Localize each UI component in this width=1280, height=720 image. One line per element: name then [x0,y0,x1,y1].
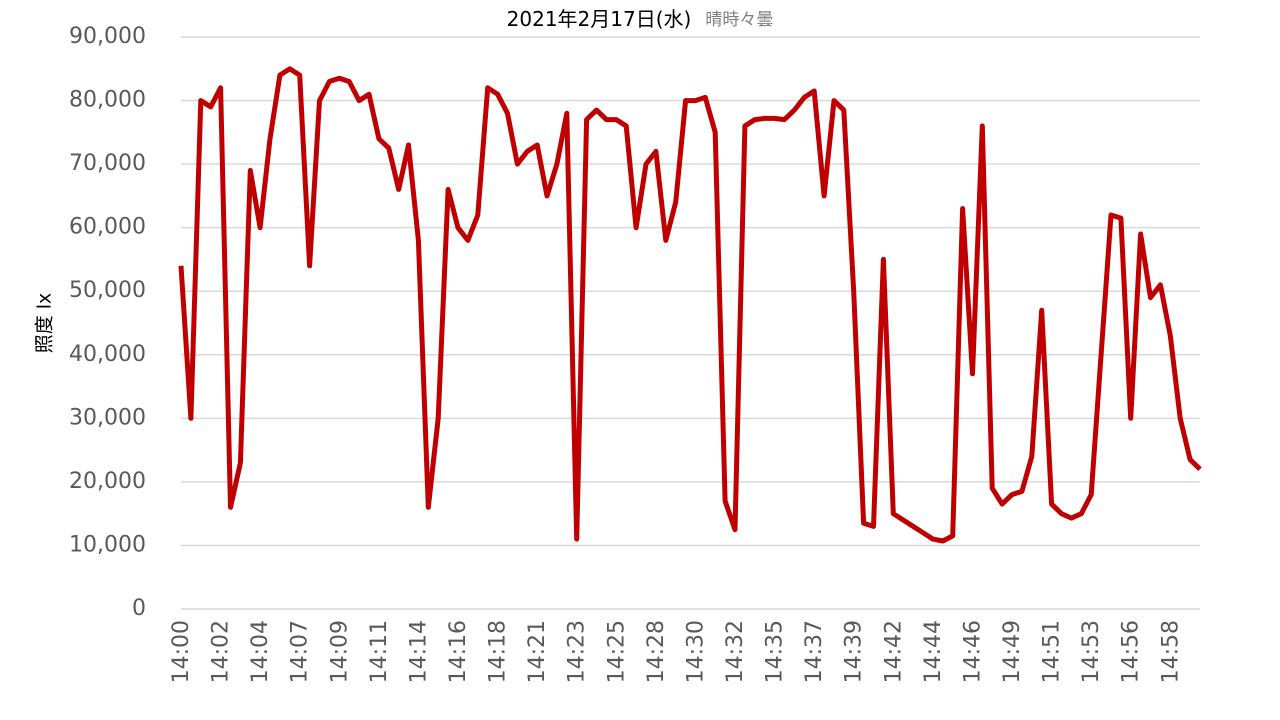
x-tick-label: 14:44 [921,620,946,683]
x-tick-label: 14:49 [1000,620,1025,683]
data-line [178,66,1202,544]
x-tick-label: 14:42 [881,620,906,683]
y-tick-label: 80,000 [69,88,146,113]
x-tick-label: 14:51 [1040,620,1065,683]
x-tick-label: 14:58 [1158,620,1183,683]
x-tick-label: 14:28 [644,620,669,683]
x-tick-label: 14:07 [288,620,313,683]
title: 2021年2月17日(水) [507,7,692,31]
y-tick-label: 60,000 [69,215,146,240]
subtitle: 晴時々曇 [705,10,773,30]
y-tick-label: 50,000 [69,278,146,303]
y-tick-label: 20,000 [69,469,146,494]
x-tick-label: 14:37 [802,620,827,683]
x-tick-label: 14:25 [604,620,629,683]
x-tick-label: 14:23 [565,620,590,683]
x-tick-label: 14:16 [446,620,471,683]
x-tick-label: 14:35 [763,620,788,683]
x-tick-label: 14:32 [723,620,748,683]
chart-title: 2021年2月17日(水) 晴時々曇 [507,7,774,31]
y-tick-label: 0 [132,596,146,621]
x-tick-label: 14:04 [248,620,273,683]
y-tick-label: 30,000 [69,405,146,430]
x-tick-label: 14:30 [683,620,708,683]
y-tick-label: 90,000 [69,24,146,49]
x-tick-label: 14:46 [960,620,985,683]
y-tick-label: 10,000 [69,532,146,557]
y-tick-label: 70,000 [69,151,146,176]
x-tick-label: 14:56 [1119,620,1144,683]
x-tick-label: 14:18 [486,620,511,683]
y-axis-label: 照度 lx [34,293,56,354]
x-tick-label: 14:09 [327,620,352,683]
x-tick-label: 14:00 [169,620,194,683]
x-tick-label: 14:53 [1079,620,1104,683]
x-tick-label: 14:21 [525,620,550,683]
x-tick-label: 14:39 [842,620,867,683]
y-tick-label: 40,000 [69,342,146,367]
x-tick-label: 14:14 [406,620,431,683]
x-tick-label: 14:02 [209,620,234,683]
x-tick-label: 14:11 [367,620,392,683]
